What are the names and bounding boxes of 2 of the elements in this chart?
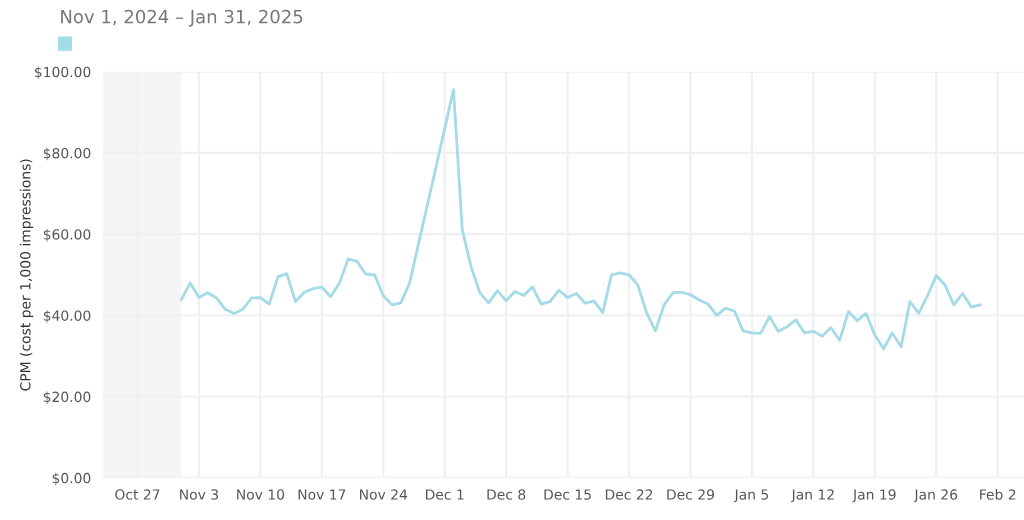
line-series: [180, 88, 982, 351]
chart-title: Nov 1, 2024 – Jan 31, 2025: [61, 9, 303, 27]
